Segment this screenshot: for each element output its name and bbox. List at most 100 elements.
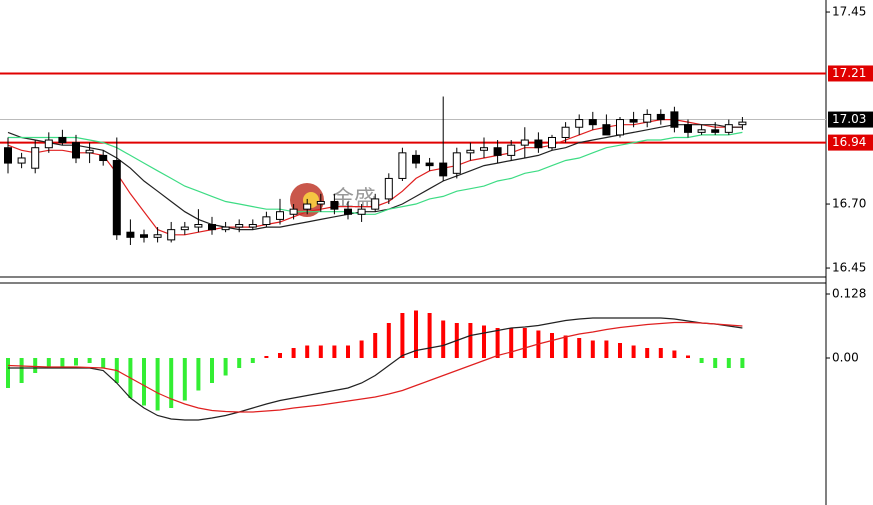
candle-body <box>153 234 162 238</box>
candle-body <box>480 147 488 151</box>
candle-body <box>602 124 611 136</box>
histogram-bar <box>291 348 296 358</box>
indicator-line <box>8 317 743 421</box>
y-tick-label: 0.00 <box>832 351 859 365</box>
histogram-bar <box>223 358 228 376</box>
histogram-bar <box>182 358 187 401</box>
level-label-box <box>828 134 873 151</box>
candle-body <box>4 147 12 164</box>
histogram-bar <box>169 358 174 408</box>
candle-body <box>412 154 420 164</box>
histogram-bar <box>332 345 337 358</box>
histogram-bar <box>346 345 350 358</box>
candle-body <box>248 224 257 228</box>
histogram-bar <box>658 348 663 358</box>
histogram-bar <box>414 310 418 358</box>
y-tick-label: 17.45 <box>832 5 866 19</box>
candle-body <box>58 136 67 144</box>
candle-body <box>303 203 312 210</box>
candle-body <box>126 231 135 238</box>
candle-body <box>738 121 747 126</box>
indicator-line <box>7 321 743 413</box>
histogram-bar <box>726 358 731 368</box>
candle-body <box>697 129 706 133</box>
histogram-bar <box>74 358 78 366</box>
candle-body <box>330 200 339 210</box>
histogram-bar <box>441 320 446 358</box>
candle-body <box>289 208 298 215</box>
candle-body <box>316 200 325 205</box>
histogram-bar <box>522 328 527 358</box>
histogram-bar <box>196 358 201 391</box>
histogram-bar <box>590 340 595 358</box>
candle-body <box>276 211 284 220</box>
candle-body <box>466 149 475 154</box>
candle-body <box>711 129 720 133</box>
y-tick-label: 0.128 <box>832 287 866 301</box>
candle-body <box>384 177 393 200</box>
candle-body <box>452 152 461 174</box>
histogram-bar <box>427 313 432 358</box>
histogram-bar <box>101 358 106 368</box>
candle-body <box>425 162 434 167</box>
histogram-bar <box>210 358 214 383</box>
candle-body <box>44 139 53 149</box>
candle-body <box>684 124 692 133</box>
histogram-bar <box>509 328 514 358</box>
candle-body <box>344 208 352 215</box>
candle-body <box>616 119 624 136</box>
candle-body <box>588 119 597 126</box>
candle-body <box>656 113 665 121</box>
histogram-bar <box>318 345 323 358</box>
candle-body <box>548 136 556 149</box>
watermark: 金盛 <box>332 187 376 212</box>
histogram-bar <box>46 358 51 368</box>
candle-body <box>140 234 148 238</box>
y-tick-label: 16.45 <box>832 261 866 275</box>
level-label: 16.94 <box>832 135 866 149</box>
level-label: 17.03 <box>832 112 866 126</box>
candle-body <box>357 208 366 215</box>
candle-body <box>439 162 448 177</box>
histogram-bar <box>550 333 554 358</box>
level-label-box <box>828 65 873 82</box>
histogram-bar <box>386 323 391 358</box>
histogram-bar <box>19 358 24 383</box>
level-label-box <box>828 111 873 128</box>
candle-body <box>235 224 244 228</box>
histogram-bar <box>359 340 364 358</box>
histogram-bar <box>645 348 650 358</box>
histogram-bar <box>699 358 704 363</box>
histogram-bar <box>373 333 378 358</box>
histogram-bar <box>400 313 405 358</box>
histogram-bar <box>713 358 718 368</box>
candle-body <box>724 124 733 133</box>
histogram-bar <box>563 335 568 358</box>
histogram-bar <box>740 358 745 368</box>
histogram-bar <box>264 356 269 358</box>
histogram-bar <box>305 345 310 358</box>
histogram-bar <box>155 358 160 411</box>
histogram-bar <box>604 340 609 358</box>
histogram-bar <box>482 325 486 358</box>
histogram-bar <box>237 358 242 368</box>
histogram-bar <box>577 338 582 358</box>
histogram-bar <box>495 328 500 358</box>
histogram-bar <box>142 358 146 406</box>
candle-body <box>180 226 189 231</box>
candle-body <box>643 113 652 123</box>
histogram-bar <box>60 358 65 368</box>
candle-body <box>561 126 570 138</box>
histogram-bar <box>6 358 10 388</box>
candle-body <box>31 147 40 169</box>
candle-body <box>194 224 203 228</box>
candle-body <box>371 198 380 210</box>
candle-body <box>85 149 94 154</box>
histogram-bar <box>618 343 622 358</box>
candle-body <box>99 154 108 162</box>
candle-body <box>398 152 407 179</box>
indicator-line <box>8 131 743 215</box>
candle-body <box>670 111 679 128</box>
